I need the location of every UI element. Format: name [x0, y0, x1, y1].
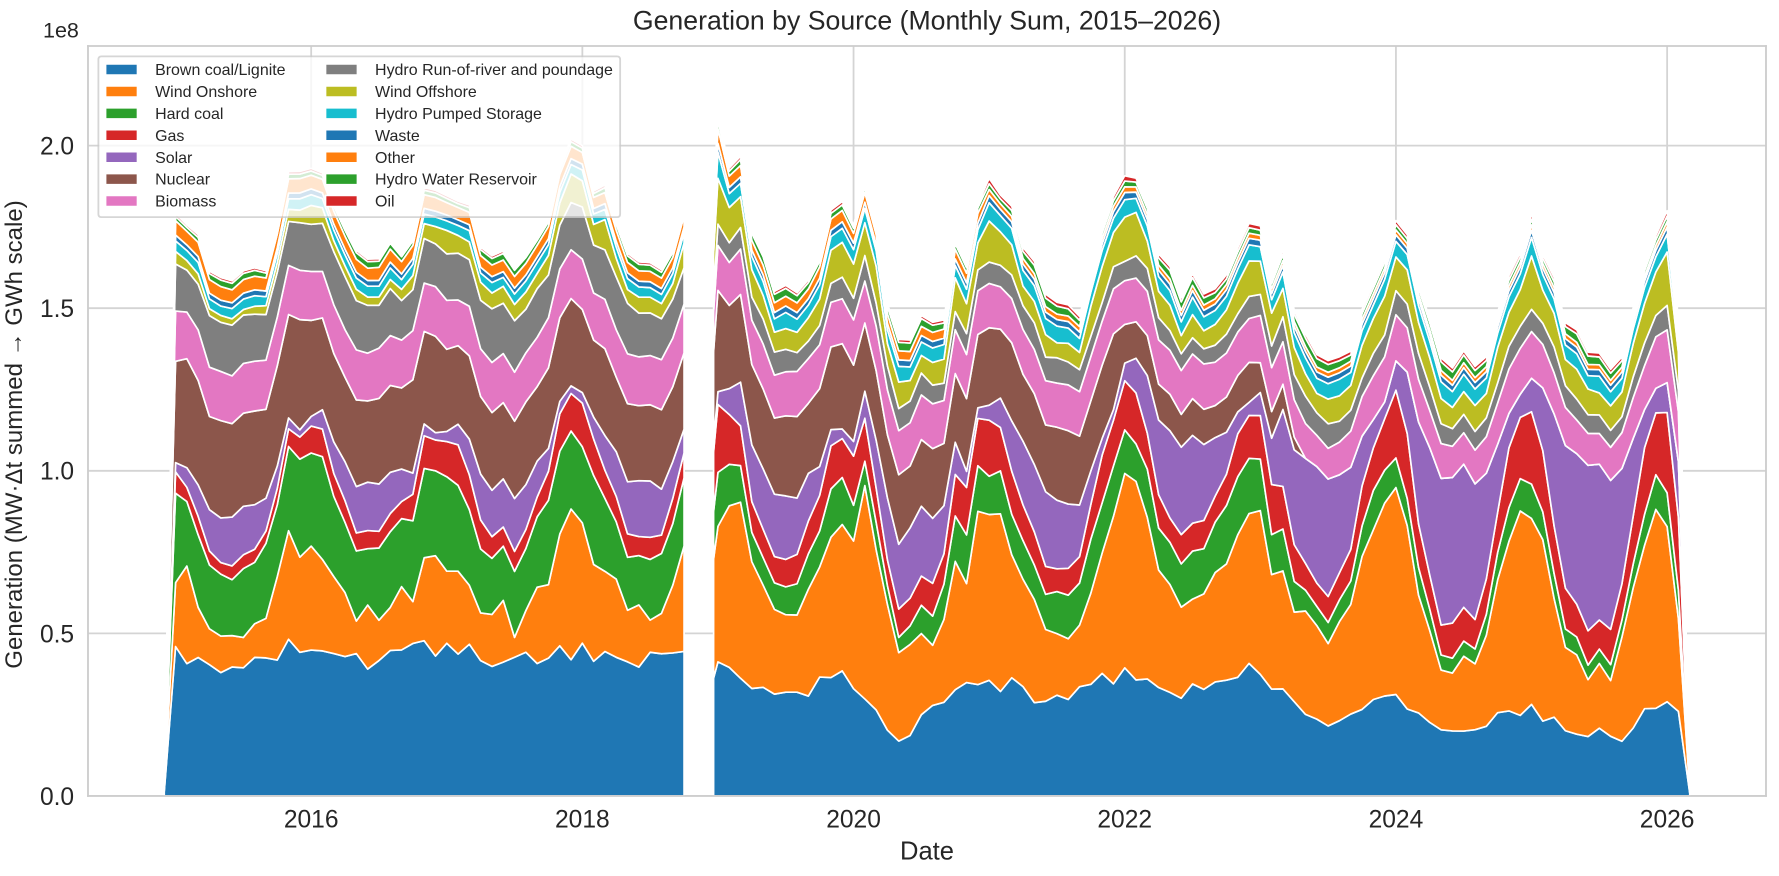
svg-text:Waste: Waste — [375, 128, 420, 145]
svg-text:Hydro Pumped Storage: Hydro Pumped Storage — [375, 106, 542, 123]
svg-text:2024: 2024 — [1369, 807, 1424, 834]
svg-text:Gas: Gas — [155, 128, 184, 145]
svg-text:Biomass: Biomass — [155, 194, 216, 211]
svg-text:2020: 2020 — [826, 807, 881, 834]
svg-text:0.5: 0.5 — [40, 621, 74, 648]
svg-text:1.5: 1.5 — [40, 296, 74, 323]
svg-text:Solar: Solar — [155, 150, 193, 167]
svg-text:Wind Onshore: Wind Onshore — [155, 84, 257, 101]
svg-text:2018: 2018 — [555, 807, 610, 834]
svg-text:2.0: 2.0 — [40, 134, 74, 161]
svg-text:Hard coal: Hard coal — [155, 106, 223, 123]
svg-text:Hydro Water Reservoir: Hydro Water Reservoir — [375, 172, 537, 189]
svg-text:Hydro Run-of-river and poundag: Hydro Run-of-river and poundage — [375, 62, 613, 79]
svg-text:0.0: 0.0 — [40, 784, 74, 811]
svg-text:Other: Other — [375, 150, 416, 167]
svg-text:1.0: 1.0 — [40, 459, 74, 486]
svg-text:Nuclear: Nuclear — [155, 172, 211, 189]
svg-text:2016: 2016 — [284, 807, 339, 834]
svg-text:Generation (MW·Δt summed → GWh: Generation (MW·Δt summed → GWh scale) — [1, 200, 28, 668]
svg-text:2022: 2022 — [1097, 807, 1152, 834]
svg-text:Wind Offshore: Wind Offshore — [375, 84, 477, 101]
svg-text:1e8: 1e8 — [43, 18, 79, 42]
svg-text:Date: Date — [900, 838, 954, 866]
svg-text:2026: 2026 — [1640, 807, 1695, 834]
svg-text:Oil: Oil — [375, 194, 395, 211]
svg-text:Brown coal/Lignite: Brown coal/Lignite — [155, 62, 286, 79]
svg-text:Generation by Source (Monthly: Generation by Source (Monthly Sum, 2015–… — [633, 5, 1221, 35]
